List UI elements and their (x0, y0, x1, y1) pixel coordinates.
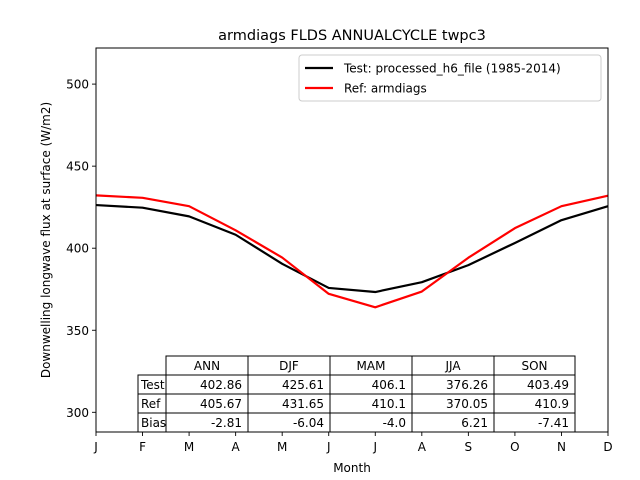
chart-title: armdiags FLDS ANNUALCYCLE twpc3 (218, 28, 486, 44)
stats-table: ANN DJF MAM JJA SON Test 402.86 425.61 406.1 376.… (137, 355, 576, 433)
table-cell-value: 406.1 (372, 378, 406, 392)
y-tick-label: 300 (66, 406, 89, 420)
x-tick-label: F (139, 440, 146, 454)
x-tick-label: D (603, 440, 612, 454)
table-cell-value: -7.41 (538, 416, 569, 430)
legend-label-ref: Ref: armdiags (344, 82, 427, 96)
y-axis: 300 350 400 450 500 (66, 78, 96, 420)
table-column-header: ANN (194, 359, 220, 373)
table-cell-value: 370.05 (446, 397, 488, 411)
table-cell-value: 425.61 (282, 378, 324, 392)
y-axis-label: Downwelling longwave flux at surface (W/… (39, 102, 53, 378)
legend-box (298, 54, 602, 102)
x-tick-label: M (277, 440, 287, 454)
table-row-label: Test (140, 378, 165, 392)
table-cell-value: 431.65 (282, 397, 324, 411)
table-cell-value: 402.86 (200, 378, 242, 392)
table-cell-value: 410.1 (372, 397, 406, 411)
table-column-header: JJA (444, 359, 461, 373)
table-row-label: Bias (141, 416, 166, 430)
x-tick-label: J (372, 440, 377, 454)
table-cell-value: 6.21 (461, 416, 488, 430)
series-line-ref (95, 194, 609, 309)
x-tick-label: A (232, 440, 241, 454)
y-tick-label: 350 (66, 324, 89, 338)
legend-label-test: Test: processed_h6_file (1985-2014) (343, 62, 561, 76)
x-axis-label: Month (333, 461, 371, 475)
y-tick-label: 500 (66, 78, 89, 92)
table-cell-value: 376.26 (446, 378, 488, 392)
table-cell-value: 403.49 (527, 378, 569, 392)
legend: Test: processed_h6_file (1985-2014) Ref: … (298, 54, 602, 102)
x-tick-label: O (510, 440, 519, 454)
x-tick-label: M (184, 440, 194, 454)
x-tick-label: S (465, 440, 473, 454)
table-cell-value: -4.0 (383, 416, 406, 430)
table-cell-value: 410.9 (535, 397, 569, 411)
table-cell-value: 405.67 (200, 397, 242, 411)
table-cell-value: -2.81 (211, 416, 242, 430)
y-tick-label: 450 (66, 160, 89, 174)
table-column-header: DJF (279, 359, 299, 373)
plot-lines (95, 194, 609, 309)
plot-frame (95, 47, 609, 433)
x-tick-label: N (557, 440, 566, 454)
x-tick-label: J (326, 440, 331, 454)
table-column-header: MAM (357, 359, 386, 373)
table-cell-value: -6.04 (293, 416, 324, 430)
y-tick-label: 400 (66, 242, 89, 256)
x-tick-label: J (93, 440, 98, 454)
table-row-label: Ref (141, 397, 161, 411)
table-column-header: SON (521, 359, 547, 373)
x-tick-label: A (418, 440, 427, 454)
series-line-test (95, 203, 609, 294)
